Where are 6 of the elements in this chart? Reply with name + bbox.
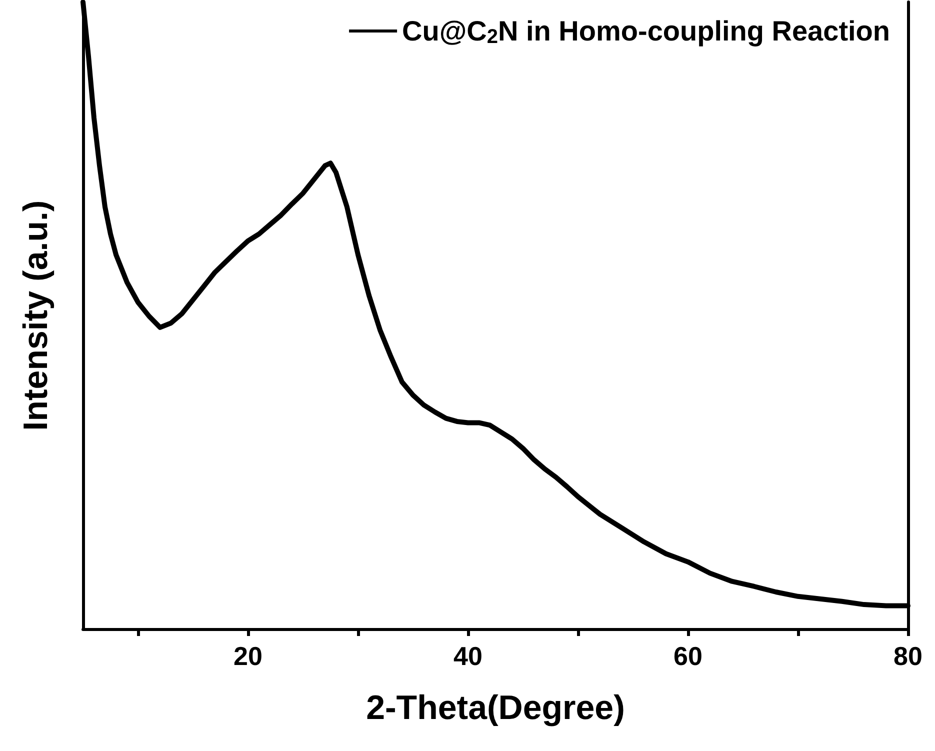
x-tick-label: 80 bbox=[894, 641, 922, 671]
x-axis-title: 2-Theta(Degree) bbox=[366, 689, 625, 727]
x-tick-label: 40 bbox=[454, 641, 482, 671]
x-tick-label: 20 bbox=[234, 641, 262, 671]
y-axis-title: Intensity (a.u.) bbox=[17, 200, 55, 431]
x-tick-label: 60 bbox=[674, 641, 702, 671]
